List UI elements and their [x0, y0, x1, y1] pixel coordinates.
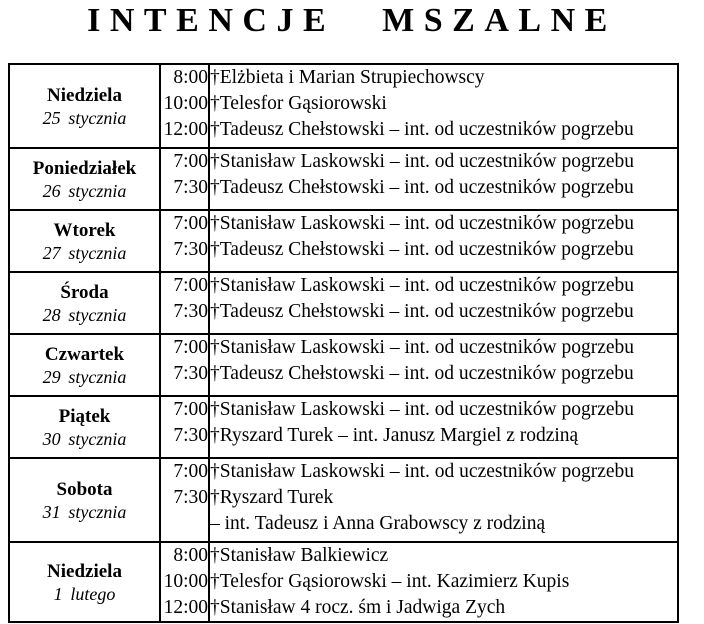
time-cell: 7:00 7:30 [159, 271, 210, 335]
mass-time: 7:00 [173, 337, 208, 358]
time-cell: 8:00 10:00 12:00 [159, 63, 210, 149]
mass-intentions-table: Niedziela 25 stycznia 8:00 10:00 12:00 †… [8, 63, 679, 623]
intention-text: †Ryszard Turek – int. Janusz Margiel z r… [210, 425, 579, 446]
time-cell: 7:00 7:30 [159, 395, 210, 459]
intention-text: †Stanisław Balkiewicz [210, 545, 389, 566]
day-date: 30 stycznia [42, 428, 127, 449]
intention-text: †Tadeusz Chełstowski – int. od uczestnik… [210, 363, 634, 384]
mass-time: 10:00 [163, 93, 208, 114]
day-name: Sobota [56, 478, 113, 500]
table-row: Niedziela 25 stycznia 8:00 10:00 12:00 †… [8, 63, 679, 149]
intention-text: †Tadeusz Chełstowski – int. od uczestnik… [210, 119, 634, 140]
mass-time: 8:00 [173, 67, 208, 88]
mass-time: 7:00 [173, 399, 208, 420]
day-cell: Poniedziałek 26 stycznia [8, 147, 161, 211]
mass-time: 7:30 [173, 487, 208, 508]
table-row: Środa 28 stycznia 7:00 7:30 †Stanisław L… [8, 271, 679, 335]
intention-text: †Stanisław Laskowski – int. od uczestnik… [210, 213, 635, 234]
intention-cell: †Stanisław Laskowski – int. od uczestnik… [208, 271, 679, 335]
table-row: Sobota 31 stycznia 7:00 7:30 †Stanisław … [8, 457, 679, 543]
intention-cell: †Stanisław Laskowski – int. od uczestnik… [208, 333, 679, 397]
intention-text: †Tadeusz Chełstowski – int. od uczestnik… [210, 177, 634, 198]
time-cell: 7:00 7:30 [159, 147, 210, 211]
day-name: Środa [60, 281, 109, 303]
intention-text: †Stanisław Laskowski – int. od uczestnik… [210, 275, 635, 296]
mass-time: 7:30 [173, 239, 208, 260]
time-cell: 8:00 10:00 12:00 [159, 541, 210, 623]
day-name: Wtorek [53, 219, 116, 241]
day-name: Czwartek [44, 343, 125, 365]
intention-text: †Stanisław Laskowski – int. od uczestnik… [210, 399, 635, 420]
mass-time: 8:00 [173, 545, 208, 566]
table-row: Poniedziałek 26 stycznia 7:00 7:30 †Stan… [8, 147, 679, 211]
table-row: Niedziela 1 lutego 8:00 10:00 12:00 †Sta… [8, 541, 679, 623]
day-date: 27 stycznia [42, 242, 127, 263]
day-cell: Sobota 31 stycznia [8, 457, 161, 543]
intention-cell: †Stanisław Balkiewicz †Telesfor Gąsiorow… [208, 541, 679, 623]
time-cell: 7:00 7:30 [159, 333, 210, 397]
intention-text: †Stanisław 4 rocz. śm i Jadwiga Zych [210, 597, 506, 618]
intention-text: – int. Tadeusz i Anna Grabowscy z rodzin… [210, 513, 546, 534]
page-title: INTENCJE MSZALNE [87, 2, 617, 39]
day-date: 31 stycznia [42, 501, 127, 522]
intention-text: †Ryszard Turek [210, 487, 334, 508]
mass-time: 7:00 [173, 461, 208, 482]
day-date: 28 stycznia [42, 304, 127, 325]
day-name: Poniedziałek [32, 157, 137, 179]
intention-cell: †Stanisław Laskowski – int. od uczestnik… [208, 147, 679, 211]
day-cell: Środa 28 stycznia [8, 271, 161, 335]
day-date: 1 lutego [53, 583, 116, 604]
mass-time: 7:30 [173, 363, 208, 384]
intention-cell: †Stanisław Laskowski – int. od uczestnik… [208, 395, 679, 459]
mass-time: 7:30 [173, 425, 208, 446]
day-date: 29 stycznia [42, 366, 127, 387]
mass-time: 12:00 [163, 119, 208, 140]
intention-text: †Telesfor Gąsiorowski – int. Kazimierz K… [210, 571, 570, 592]
mass-time: 12:00 [163, 597, 208, 618]
mass-time: 7:00 [173, 213, 208, 234]
day-cell: Niedziela 25 stycznia [8, 63, 161, 149]
table-row: Wtorek 27 stycznia 7:00 7:30 †Stanisław … [8, 209, 679, 273]
day-name: Piątek [58, 405, 111, 427]
mass-time: 7:30 [173, 301, 208, 322]
day-date: 25 stycznia [42, 107, 127, 128]
day-cell: Niedziela 1 lutego [8, 541, 161, 623]
time-cell: 7:00 7:30 [159, 457, 210, 543]
time-cell: 7:00 7:30 [159, 209, 210, 273]
intention-cell: †Stanisław Laskowski – int. od uczestnik… [208, 457, 679, 543]
day-name: Niedziela [47, 560, 122, 582]
intention-text: †Stanisław Laskowski – int. od uczestnik… [210, 337, 635, 358]
day-date: 26 stycznia [42, 180, 127, 201]
table-row: Czwartek 29 stycznia 7:00 7:30 †Stanisła… [8, 333, 679, 397]
intention-text: †Stanisław Laskowski – int. od uczestnik… [210, 461, 635, 482]
mass-time: 7:00 [173, 151, 208, 172]
intention-text: †Telesfor Gąsiorowski [210, 93, 387, 114]
intention-text: †Elżbieta i Marian Strupiechowscy [210, 67, 485, 88]
mass-time: 7:30 [173, 177, 208, 198]
mass-time: 7:00 [173, 275, 208, 296]
intention-cell: †Elżbieta i Marian Strupiechowscy †Teles… [208, 63, 679, 149]
day-cell: Czwartek 29 stycznia [8, 333, 161, 397]
table-row: Piątek 30 stycznia 7:00 7:30 †Stanisław … [8, 395, 679, 459]
intention-text: †Stanisław Laskowski – int. od uczestnik… [210, 151, 635, 172]
day-name: Niedziela [47, 84, 122, 106]
day-cell: Wtorek 27 stycznia [8, 209, 161, 273]
intention-text: †Tadeusz Chełstowski – int. od uczestnik… [210, 301, 634, 322]
day-cell: Piątek 30 stycznia [8, 395, 161, 459]
mass-time: 10:00 [163, 571, 208, 592]
intention-text: †Tadeusz Chełstowski – int. od uczestnik… [210, 239, 634, 260]
intention-cell: †Stanisław Laskowski – int. od uczestnik… [208, 209, 679, 273]
